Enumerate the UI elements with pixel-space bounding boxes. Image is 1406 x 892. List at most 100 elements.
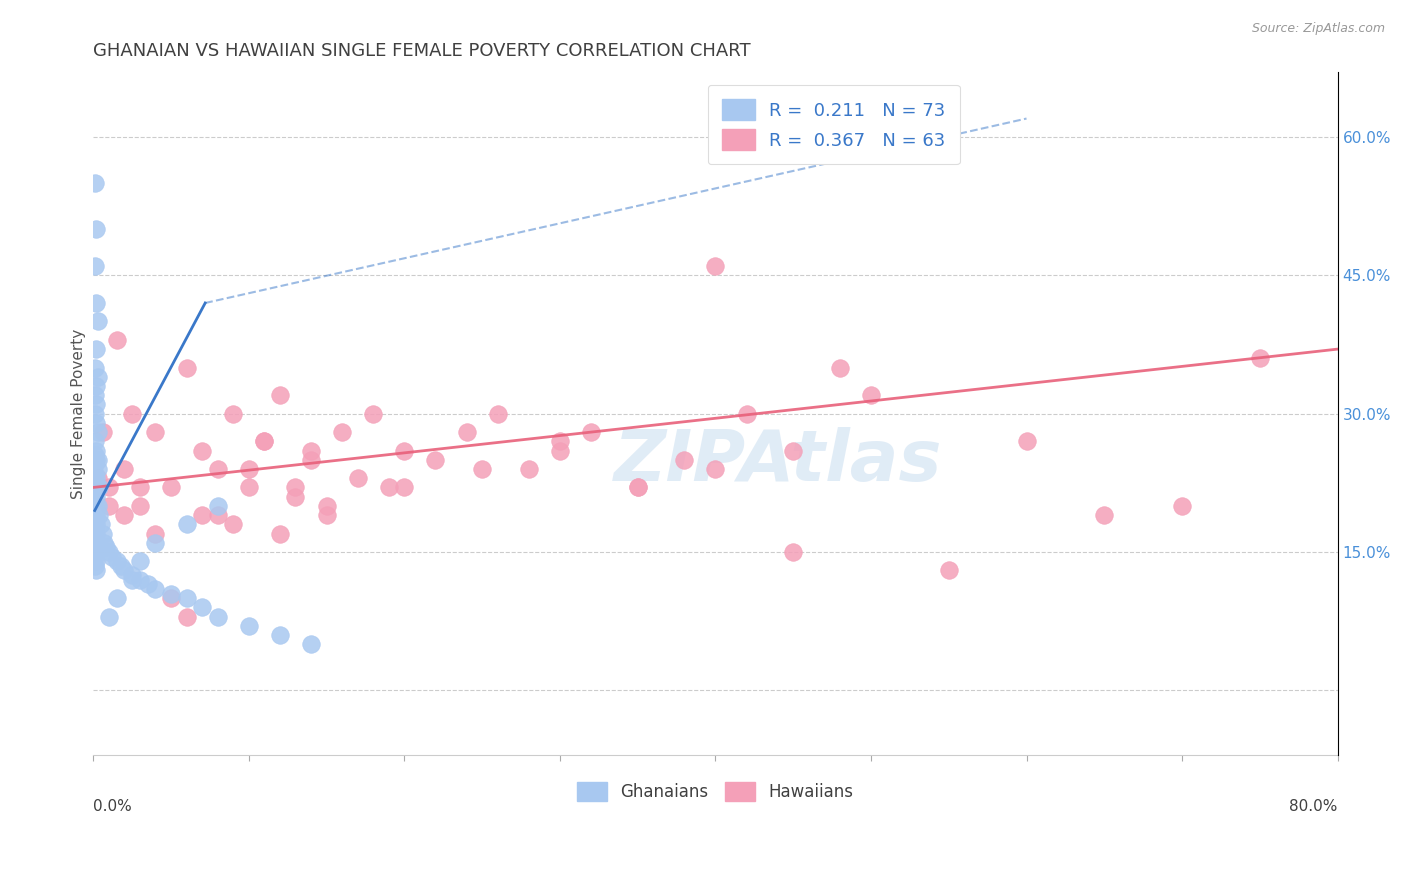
Point [160,586,183,600]
Point [425,452,447,467]
Point [83,513,105,527]
Point [394,480,416,494]
Point [269,388,291,402]
Point [89,480,111,494]
Point [84,222,107,236]
Point [112,508,135,522]
Point [83,549,105,564]
Point [84,526,107,541]
Point [84,554,107,568]
Point [346,471,368,485]
Point [160,480,183,494]
Point [673,452,696,467]
Y-axis label: Single Female Poverty: Single Female Poverty [72,328,86,499]
Point [299,452,322,467]
Point [176,517,198,532]
Point [238,619,260,633]
Point [84,564,107,578]
Text: Source: ZipAtlas.com: Source: ZipAtlas.com [1251,22,1385,36]
Point [176,591,198,606]
Point [83,407,105,421]
Point [83,503,105,517]
Point [782,443,804,458]
Point [1249,351,1271,366]
Point [83,434,105,449]
Point [89,508,111,522]
Point [191,443,214,458]
Point [83,176,105,190]
Point [128,554,150,568]
Point [176,360,198,375]
Point [83,531,105,545]
Point [83,522,105,536]
Point [207,462,229,476]
Point [704,259,727,273]
Point [253,434,276,449]
Point [84,342,107,356]
Point [84,536,107,550]
Point [1015,434,1038,449]
Point [83,448,105,462]
Point [84,397,107,411]
Point [83,541,105,555]
Point [97,480,120,494]
Point [735,407,758,421]
Legend: Ghanaians, Hawaiians: Ghanaians, Hawaiians [571,775,860,808]
Point [859,388,882,402]
Point [471,462,494,476]
Point [83,494,105,508]
Point [238,480,260,494]
Point [121,573,143,587]
Point [84,490,107,504]
Point [87,452,110,467]
Point [91,425,114,439]
Point [83,467,105,481]
Point [97,545,120,559]
Point [87,369,110,384]
Point [145,582,167,596]
Point [128,499,150,513]
Point [97,499,120,513]
Point [361,407,384,421]
Point [315,508,337,522]
Point [90,517,112,532]
Point [83,458,105,472]
Point [93,536,115,550]
Point [105,591,128,606]
Point [299,637,322,651]
Point [456,425,478,439]
Point [112,564,135,578]
Point [782,545,804,559]
Point [105,554,128,568]
Point [579,425,602,439]
Point [84,545,107,559]
Point [87,462,110,476]
Point [84,379,107,393]
Point [128,573,150,587]
Point [627,480,650,494]
Point [84,499,107,513]
Point [87,471,110,485]
Point [627,480,650,494]
Point [191,600,214,615]
Point [176,609,198,624]
Point [145,526,167,541]
Point [84,480,107,494]
Point [91,526,114,541]
Point [87,314,110,328]
Point [238,462,260,476]
Point [83,259,105,273]
Point [394,443,416,458]
Point [128,480,150,494]
Point [83,475,105,490]
Point [330,425,353,439]
Point [253,434,276,449]
Point [136,577,159,591]
Point [938,564,960,578]
Point [269,628,291,642]
Point [222,407,245,421]
Point [83,388,105,402]
Point [517,462,540,476]
Text: GHANAIAN VS HAWAIIAN SINGLE FEMALE POVERTY CORRELATION CHART: GHANAIAN VS HAWAIIAN SINGLE FEMALE POVER… [93,42,751,60]
Point [84,452,107,467]
